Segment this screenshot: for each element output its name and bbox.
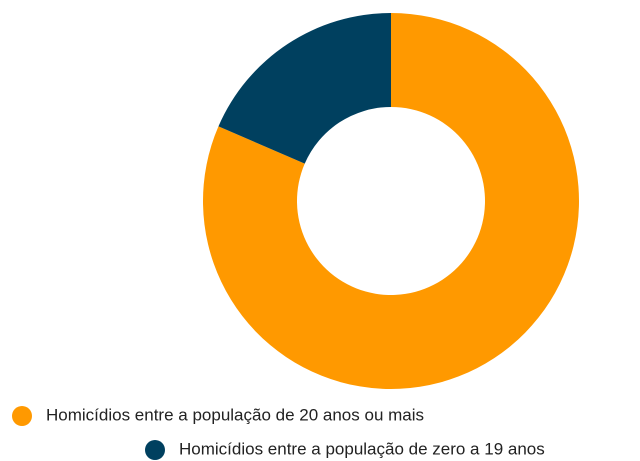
donut-slice xyxy=(203,13,580,389)
legend-label: Homicídios entre a população de 20 anos … xyxy=(46,405,424,424)
legend-label: Homicídios entre a população de zero a 1… xyxy=(179,439,545,458)
legend-swatch xyxy=(12,406,32,426)
legend-swatch xyxy=(145,440,165,460)
donut-slice xyxy=(218,13,391,164)
